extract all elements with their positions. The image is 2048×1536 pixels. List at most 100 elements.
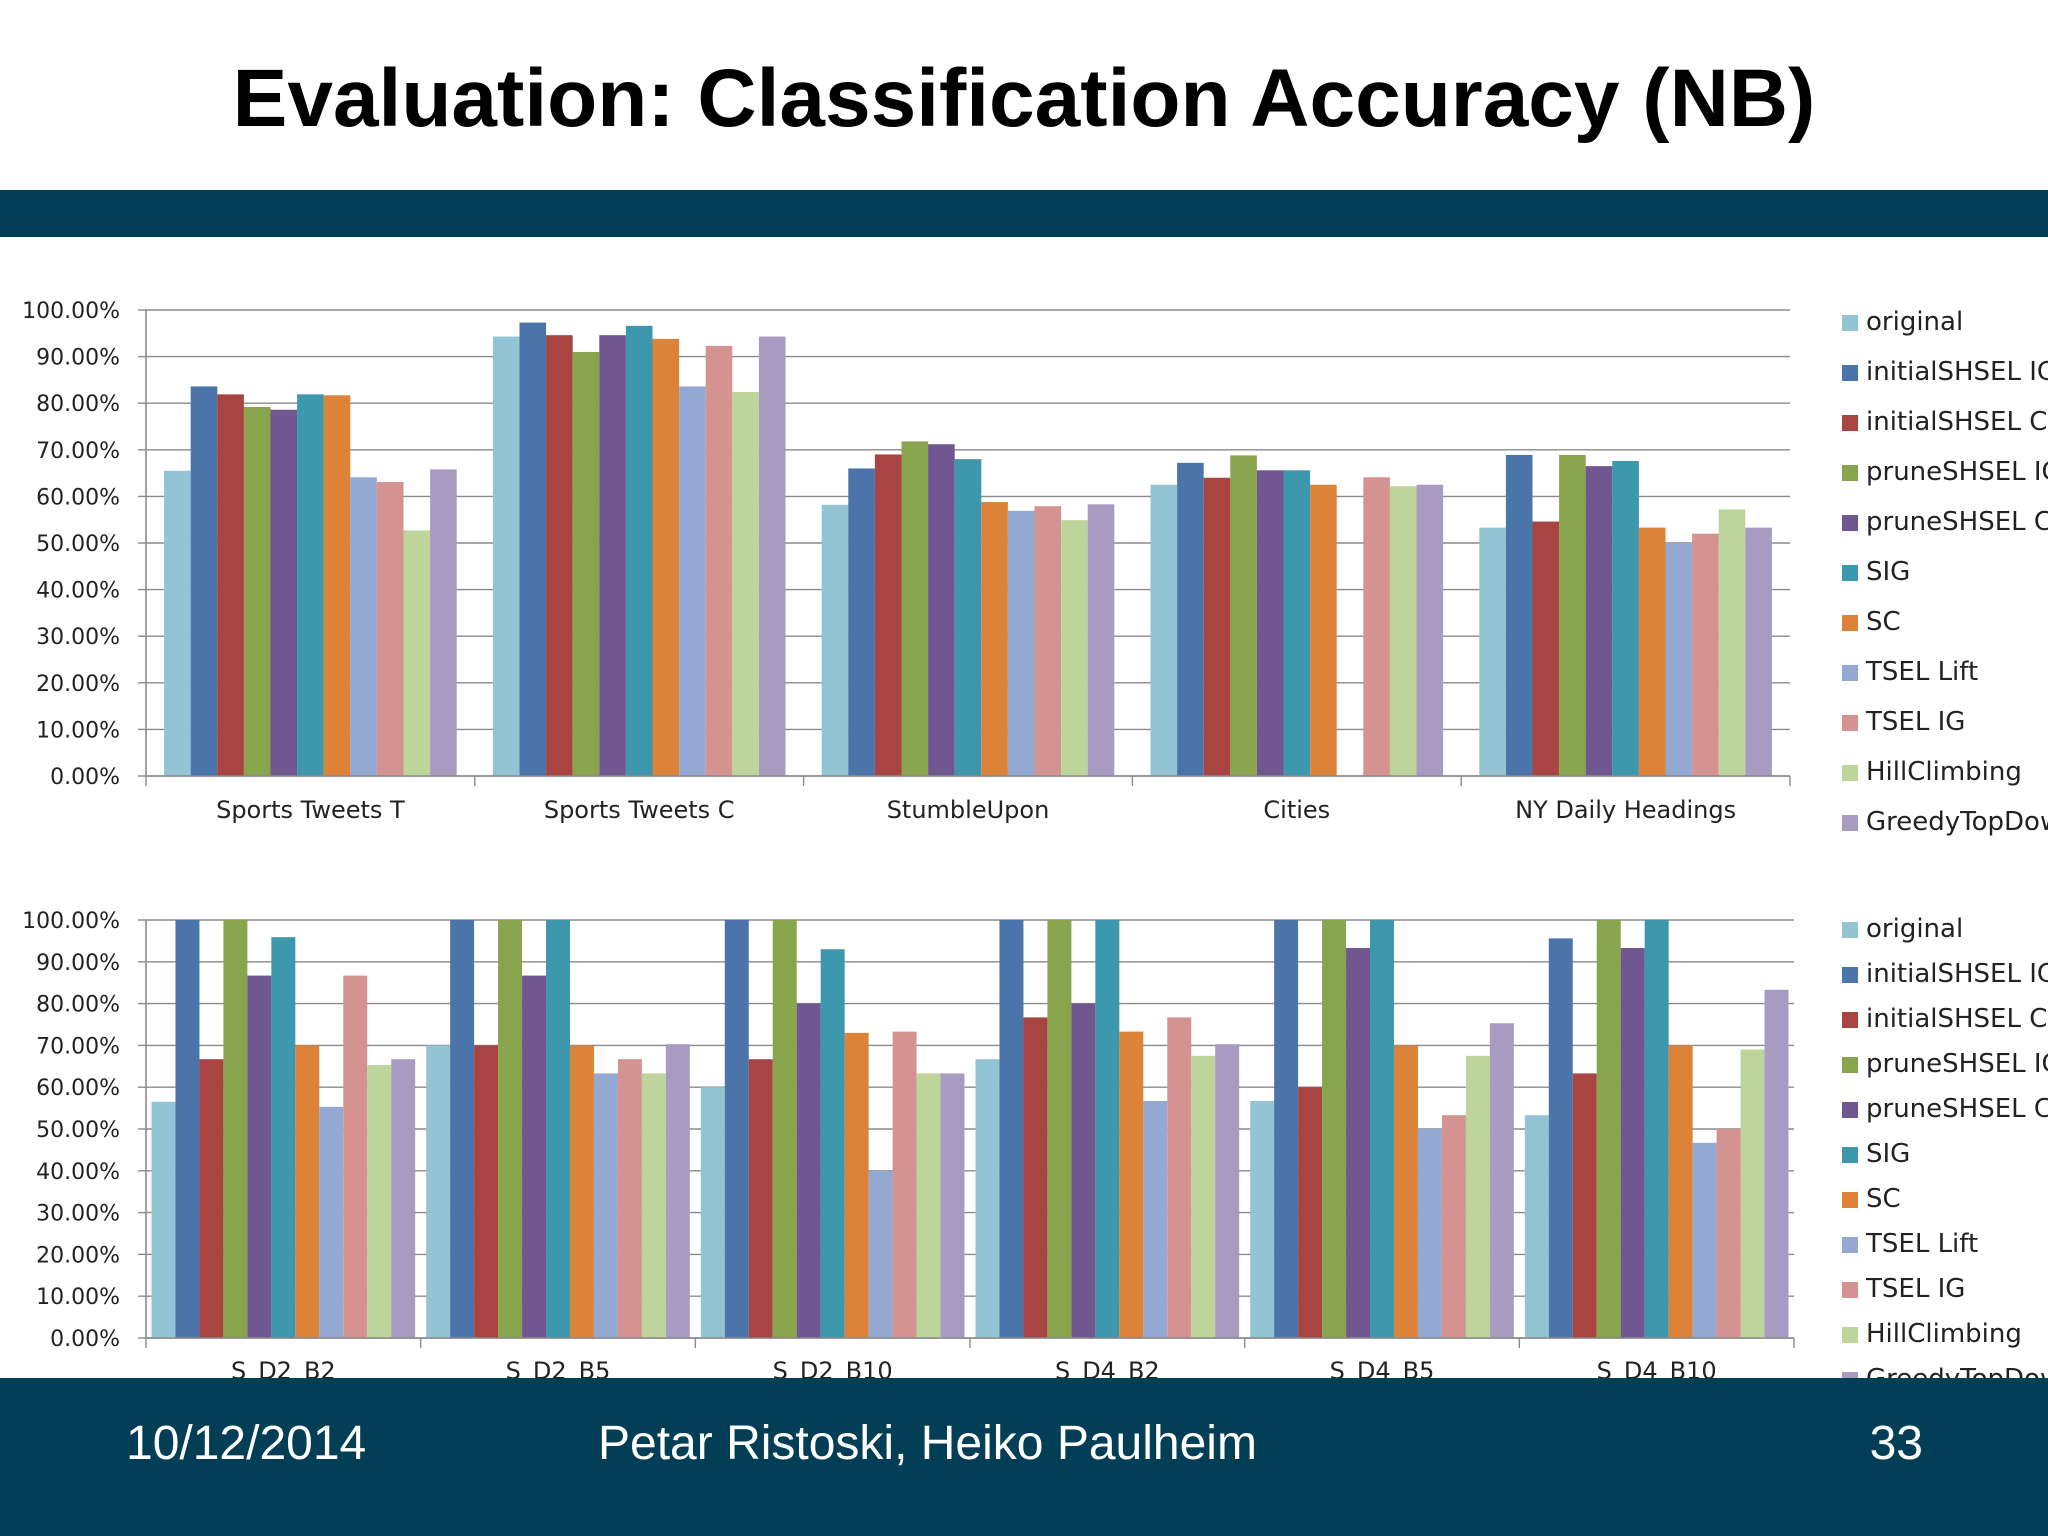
bar-hillclimbing-sports-tweets-c — [732, 392, 759, 776]
legend-label: GreedyTopDown — [1866, 1364, 2048, 1380]
y-tick-label: 10.00% — [36, 718, 120, 743]
bar-greedytopdown-sports-tweets-t — [430, 469, 457, 776]
bar-original-ny-daily-headings — [1479, 527, 1506, 776]
bar-tsel-lift-s-d2-b5 — [593, 1073, 618, 1338]
chart-datasets: 0.00% 10.00% 20.00% 30.00% 40.00% 50.00% 60.00… — [22, 299, 2048, 837]
y-tick-label: 30.00% — [36, 625, 120, 650]
legend-swatch — [1842, 1372, 1858, 1380]
y-tick-label: 50.00% — [36, 1118, 120, 1143]
bar-pruneshsel-ig-s-d2-b10 — [772, 920, 797, 1338]
bar-initialshsel-ig-s-d2-b10 — [724, 920, 749, 1338]
bar-pruneshsel-ig-s-d4-b2 — [1047, 920, 1072, 1338]
bar-initialshsel-c-s-d2-b5 — [474, 1045, 499, 1338]
bar-sc-s-d4-b2 — [1119, 1031, 1144, 1338]
legend-swatch — [1842, 1012, 1858, 1028]
x-tick-label: S_D4_B10 — [1597, 1357, 1717, 1380]
x-tick-label: Sports Tweets C — [544, 796, 735, 824]
bar-hillclimbing-s-d2-b2 — [367, 1065, 392, 1338]
bar-hillclimbing-s-d4-b10 — [1740, 1049, 1765, 1338]
bar-pruneshsel-ig-s-d4-b5 — [1322, 920, 1347, 1338]
bar-initialshsel-c-s-d4-b5 — [1298, 1087, 1323, 1338]
y-tick-label: 80.00% — [36, 392, 120, 417]
legend-label: TSEL IG — [1865, 1274, 1965, 1304]
bar-pruneshsel-ig-s-d4-b10 — [1596, 920, 1621, 1338]
bar-greedytopdown-s-d4-b5 — [1489, 1023, 1514, 1338]
x-tick-label: S_D2_B10 — [773, 1357, 893, 1380]
bar-pruneshsel-ig-sports-tweets-c — [572, 351, 600, 776]
legend-swatch — [1842, 1102, 1858, 1118]
bar-greedytopdown-s-d2-b5 — [665, 1044, 690, 1338]
bar-sc-ny-daily-headings — [1638, 527, 1666, 776]
bar-greedytopdown-s-d4-b10 — [1764, 989, 1789, 1338]
bar-pruneshsel-ig-ny-daily-headings — [1559, 454, 1586, 776]
bar-initialshsel-ig-stumbleupon — [848, 468, 875, 776]
y-tick-label: 70.00% — [36, 439, 120, 464]
y-tick-label: 100.00% — [22, 299, 120, 324]
bar-initialshsel-ig-sports-tweets-c — [519, 322, 547, 776]
bar-initialshsel-ig-cities — [1177, 462, 1204, 776]
footer-authors: Petar Ristoski, Heiko Paulheim — [598, 1417, 1257, 1470]
legend-label: TSEL Lift — [1865, 657, 1978, 687]
bar-sc-s-d2-b2 — [295, 1045, 320, 1338]
bar-greedytopdown-s-d4-b2 — [1215, 1044, 1240, 1338]
bar-hillclimbing-s-d2-b5 — [641, 1073, 666, 1338]
chart-synthetic: 0.00% 10.00% 20.00% 30.00% 40.00% 50.00% 60.00… — [22, 909, 2048, 1380]
bar-sc-s-d2-b5 — [569, 1045, 594, 1338]
bar-tsel-lift-sports-tweets-c — [679, 386, 706, 776]
bar-original-stumbleupon — [821, 504, 849, 776]
legend-label: pruneSHSEL C — [1866, 1094, 2048, 1124]
y-tick-label: 100.00% — [22, 909, 120, 934]
y-tick-label: 20.00% — [36, 1243, 120, 1268]
bar-sc-s-d4-b5 — [1393, 1045, 1418, 1338]
bar-sig-ny-daily-headings — [1612, 460, 1639, 776]
bar-original-s-d4-b10 — [1524, 1115, 1549, 1338]
bar-original-sports-tweets-t — [164, 470, 191, 776]
bar-sc-s-d2-b10 — [844, 1032, 869, 1338]
bar-sc-sports-tweets-c — [652, 338, 680, 776]
bar-tsel-ig-s-d2-b5 — [617, 1059, 642, 1338]
legend-swatch — [1842, 465, 1858, 481]
y-tick-label: 50.00% — [36, 532, 120, 557]
bar-tsel-ig-sports-tweets-t — [376, 481, 404, 776]
bar-original-s-d2-b10 — [700, 1087, 725, 1338]
bar-initialshsel-c-ny-daily-headings — [1532, 521, 1560, 776]
bar-tsel-lift-sports-tweets-t — [350, 477, 377, 776]
bar-sig-s-d4-b10 — [1644, 920, 1669, 1338]
x-tick-label: S_D2_B5 — [506, 1357, 611, 1380]
y-tick-label: 90.00% — [36, 951, 120, 976]
bar-pruneshsel-c-cities — [1256, 470, 1284, 776]
bar-greedytopdown-cities — [1416, 484, 1444, 776]
x-tick-label: NY Daily Headings — [1515, 796, 1736, 824]
bar-pruneshsel-c-s-d4-b10 — [1620, 948, 1645, 1338]
legend-label: HillClimbing — [1866, 1319, 2022, 1349]
legend-label: original — [1866, 307, 1963, 337]
footer-page-number: 33 — [1869, 1417, 1923, 1470]
bar-initialshsel-c-s-d2-b10 — [748, 1059, 773, 1338]
legend-label: GreedyTopDown — [1866, 807, 2048, 837]
legend-label: TSEL IG — [1865, 707, 1965, 737]
bar-tsel-lift-stumbleupon — [1007, 510, 1035, 776]
legend-swatch — [1842, 815, 1858, 831]
legend-label: initialSHSEL IG — [1866, 959, 2048, 989]
legend-swatch — [1842, 967, 1858, 983]
bar-sc-stumbleupon — [981, 501, 1008, 776]
bar-initialshsel-c-stumbleupon — [874, 454, 902, 776]
bar-initialshsel-ig-s-d4-b10 — [1548, 938, 1573, 1338]
bar-pruneshsel-c-stumbleupon — [928, 444, 955, 776]
y-tick-label: 0.00% — [50, 1327, 120, 1352]
bar-tsel-lift-s-d2-b10 — [868, 1170, 893, 1338]
bar-hillclimbing-stumbleupon — [1061, 520, 1088, 776]
bar-greedytopdown-ny-daily-headings — [1745, 527, 1772, 776]
legend-swatch — [1842, 415, 1858, 431]
bar-sc-cities — [1310, 484, 1337, 776]
bar-greedytopdown-stumbleupon — [1087, 504, 1115, 776]
bar-initialshsel-c-cities — [1203, 477, 1231, 776]
bar-tsel-lift-s-d4-b10 — [1692, 1142, 1717, 1338]
bar-pruneshsel-c-sports-tweets-t — [270, 409, 298, 776]
bar-initialshsel-ig-s-d4-b2 — [999, 920, 1024, 1338]
bar-pruneshsel-ig-cities — [1230, 455, 1257, 776]
bar-tsel-ig-cities — [1363, 477, 1390, 776]
legend-swatch — [1842, 1147, 1858, 1163]
bar-sig-s-d2-b5 — [546, 920, 570, 1338]
bar-sig-s-d2-b10 — [820, 949, 845, 1338]
